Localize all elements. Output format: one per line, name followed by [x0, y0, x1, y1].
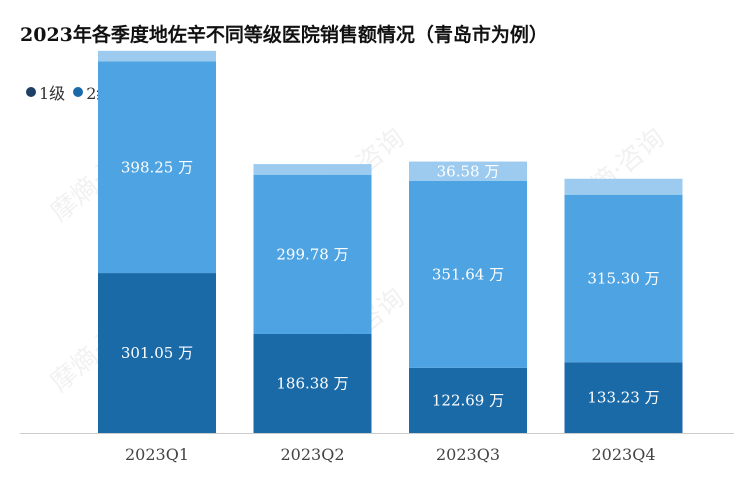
bar-segment-2-2023Q4 [564, 362, 683, 433]
data-label-3-2023Q4: 315.30 万 [587, 269, 659, 287]
data-label-3-2023Q1: 398.25 万 [121, 158, 193, 176]
bar-segment-4-2023Q4 [564, 178, 683, 195]
bar-segment-3-2023Q3 [409, 180, 527, 368]
bar-segment-2-2023Q1 [98, 273, 216, 433]
bar-segment-3-2023Q4 [564, 194, 683, 363]
bar-segment-2-2023Q2 [253, 333, 372, 433]
data-label-2-2023Q2: 186.38 万 [276, 374, 348, 392]
bar-segment-3-2023Q1 [98, 61, 216, 274]
x-tick-label-2023Q3: 2023Q3 [436, 445, 500, 464]
x-tick-label-2023Q1: 2023Q1 [125, 445, 189, 464]
data-label-2-2023Q1: 301.05 万 [121, 344, 193, 362]
data-label-4-2023Q3: 36.58 万 [437, 162, 500, 180]
bar-segment-3-2023Q2 [253, 174, 372, 334]
legend-marker-2 [73, 87, 84, 97]
x-tick-label-2023Q2: 2023Q2 [280, 445, 344, 464]
data-label-3-2023Q3: 351.64 万 [432, 265, 504, 283]
x-tick-label-2023Q4: 2023Q4 [591, 445, 655, 464]
legend-marker-1 [26, 87, 36, 97]
chart-title: 2023年各季度地佐辛不同等级医院销售额情况（青岛市为例） [20, 24, 548, 46]
bar-segment-4-2023Q3 [409, 161, 527, 181]
legend-item-1: 1级 [26, 80, 65, 104]
data-label-3-2023Q2: 299.78 万 [276, 245, 348, 263]
data-label-2-2023Q3: 122.69 万 [432, 391, 504, 409]
bar-segment-4-2023Q1 [98, 50, 216, 62]
legend-label-1: 1级 [39, 84, 66, 103]
bar-segment-4-2023Q2 [253, 164, 372, 175]
data-label-2-2023Q4: 133.23 万 [587, 389, 659, 407]
bar-segment-2-2023Q3 [409, 367, 527, 433]
